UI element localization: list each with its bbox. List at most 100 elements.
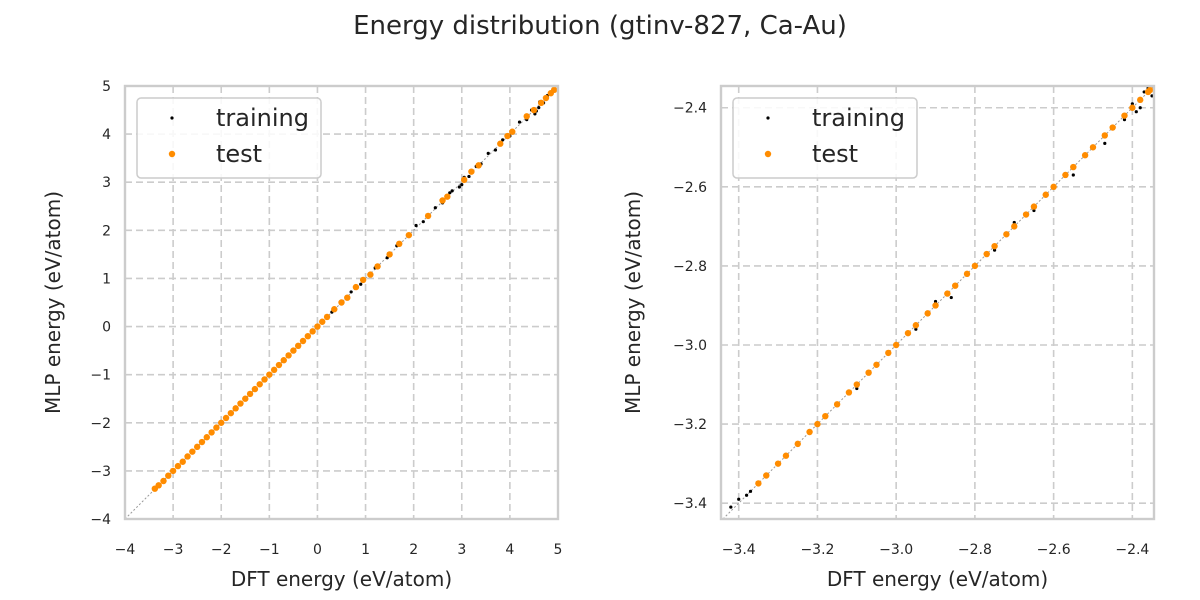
data-point-test	[270, 366, 278, 374]
data-point-test	[309, 328, 316, 335]
x-axis-label: DFT energy (eV/atom)	[827, 567, 1048, 591]
data-point-training	[933, 299, 938, 304]
legend-label-test: test	[812, 140, 858, 168]
data-point-training	[517, 120, 522, 124]
data-point-test	[266, 371, 273, 378]
data-point-test	[991, 242, 998, 250]
data-point-training	[729, 505, 733, 509]
data-point-test	[1121, 112, 1128, 119]
legend-marker-training	[766, 116, 770, 120]
data-point-test	[504, 132, 511, 140]
data-point-test	[193, 443, 201, 451]
data-point-test	[208, 429, 215, 436]
data-point-test	[523, 113, 530, 120]
data-point-training	[1071, 173, 1075, 177]
data-point-test	[924, 310, 931, 317]
data-point-training	[744, 493, 749, 497]
x-tick-label: 1	[361, 542, 370, 558]
y-axis-label: MLP energy (eV/atom)	[41, 191, 65, 414]
data-point-training	[914, 327, 918, 331]
data-point-test	[763, 472, 770, 479]
data-point-test	[1089, 144, 1097, 151]
y-tick-label: −3.0	[673, 338, 707, 354]
y-tick-label: 5	[102, 79, 111, 95]
data-point-training	[1122, 118, 1127, 122]
data-point-training	[1130, 102, 1134, 106]
data-point-test	[1003, 231, 1010, 238]
data-point-test	[275, 361, 283, 369]
data-point-training	[349, 290, 353, 294]
data-point-test	[424, 212, 432, 220]
data-point-test	[932, 302, 939, 309]
y-tick-label: −2.6	[673, 180, 707, 196]
data-point-training	[1103, 141, 1107, 145]
figure-title: Energy distribution (gtinv-827, Ca-Au)	[353, 11, 847, 41]
legend-marker-test	[168, 150, 176, 158]
data-point-test	[475, 162, 482, 169]
data-point-test	[1042, 191, 1049, 198]
data-point-test	[386, 251, 393, 258]
data-point-test	[299, 337, 307, 345]
y-tick-label: 2	[102, 223, 111, 239]
data-point-test	[755, 480, 762, 487]
y-tick-label: −3.4	[673, 496, 707, 512]
data-point-test	[242, 395, 249, 402]
x-tick-label: −2.6	[1037, 542, 1071, 558]
data-point-test	[237, 400, 244, 407]
data-point-test	[822, 412, 829, 420]
y-tick-label: −2	[90, 416, 111, 432]
data-point-test	[290, 347, 297, 354]
data-point-test	[1109, 124, 1116, 131]
x-tick-label: −2.4	[1115, 542, 1149, 558]
plot-frame	[123, 84, 560, 521]
data-point-test	[1022, 211, 1030, 218]
series-test	[755, 86, 1154, 487]
legend-marker-test	[764, 150, 772, 158]
data-point-test	[806, 428, 813, 436]
y-tick-label: −2.4	[673, 101, 707, 117]
data-point-test	[1146, 86, 1154, 94]
y-tick-label: −4	[90, 512, 111, 528]
y-tick-label: 3	[102, 175, 111, 191]
data-point-test	[904, 329, 912, 337]
data-point-test	[833, 401, 841, 408]
data-point-training	[1138, 106, 1142, 110]
x-tick-label: −4	[115, 542, 136, 558]
data-point-test	[256, 381, 263, 388]
y-tick-label: −1	[90, 368, 111, 384]
data-point-test	[359, 276, 367, 284]
data-point-test	[865, 369, 872, 376]
data-point-test	[1129, 104, 1136, 111]
data-point-training	[501, 138, 505, 142]
data-point-training	[457, 185, 461, 189]
data-point-test	[174, 462, 182, 470]
data-point-training	[537, 106, 541, 110]
data-point-test	[280, 357, 287, 364]
data-point-training	[949, 295, 953, 300]
data-point-test	[165, 472, 172, 479]
data-point-training	[359, 282, 363, 286]
x-tick-label: 3	[457, 542, 466, 558]
data-point-test	[845, 389, 853, 396]
data-point-training	[467, 174, 471, 179]
x-tick-label: −1	[259, 542, 280, 558]
data-point-test	[1062, 171, 1069, 179]
y-axis-label: MLP energy (eV/atom)	[621, 191, 645, 414]
data-point-test	[218, 419, 225, 426]
data-point-test	[952, 282, 959, 289]
data-point-test	[912, 322, 920, 329]
data-point-test	[323, 313, 331, 321]
data-point-test	[295, 342, 302, 349]
data-point-test	[213, 424, 220, 431]
data-point-test	[1011, 223, 1018, 230]
data-point-test	[439, 197, 446, 204]
y-tick-label: −2.8	[673, 259, 707, 275]
data-point-test	[222, 414, 230, 422]
data-point-test	[963, 270, 971, 278]
data-point-test	[160, 477, 167, 485]
x-tick-label: −2	[211, 542, 232, 558]
data-point-training	[748, 489, 753, 493]
data-point-test	[782, 452, 790, 459]
left-scatter-panel: −4 −3 −2 −1 0 1 2 3 4 5 −4 −3 −2 −1 0 1 2 3 4 5 DFT energy (…	[41, 79, 562, 591]
